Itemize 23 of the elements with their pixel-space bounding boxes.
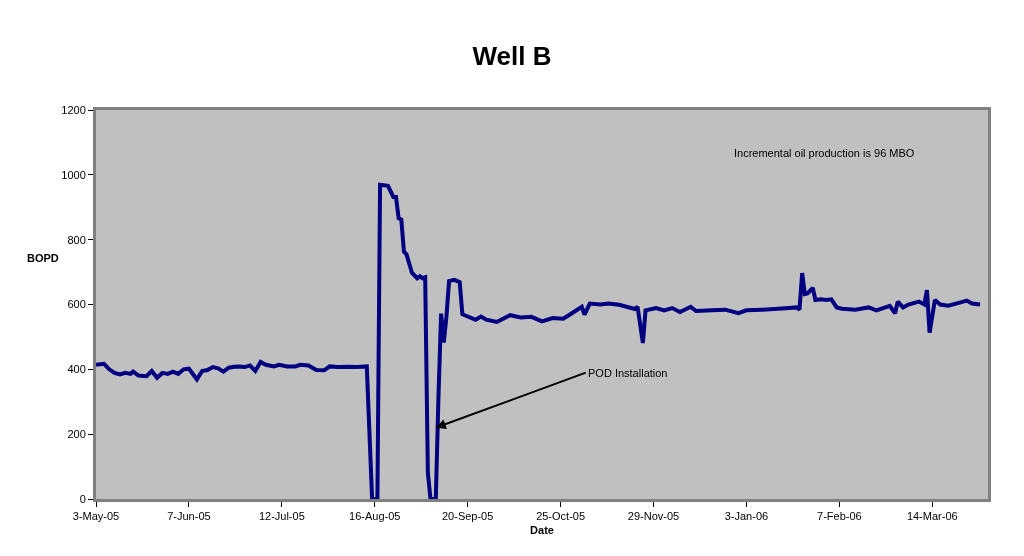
y-tick-label: 600 [67, 298, 86, 311]
y-tick-label: 400 [67, 363, 86, 376]
chart-title: Well B [472, 40, 552, 71]
y-tick-label: 1000 [61, 168, 86, 181]
y-tick-label: 1200 [61, 103, 86, 116]
x-axis-title: Date [530, 524, 554, 537]
y-axis-title: BOPD [27, 252, 59, 264]
annotation: Incremental oil production is 96 MBO [734, 147, 915, 159]
x-tick-label: 12-Jul-05 [258, 510, 305, 523]
y-tick-label: 800 [67, 233, 86, 246]
x-tick-label: 16-Aug-05 [349, 510, 401, 523]
x-tick-label: 20-Sep-05 [441, 510, 494, 523]
x-tick-label: 3-May-05 [72, 510, 120, 523]
x-tick-label: 7-Jun-05 [167, 510, 211, 523]
x-tick-label: 3-Jan-06 [724, 510, 769, 523]
y-tick-label: 0 [79, 492, 86, 505]
y-tick-label: 200 [67, 428, 86, 441]
x-tick-label: 29-Nov-05 [627, 510, 680, 523]
x-tick-label: 7-Feb-06 [817, 510, 862, 523]
line-series [96, 182, 983, 499]
annotation: POD Installation [588, 367, 668, 379]
x-tick-label: 25-Oct-05 [536, 510, 586, 523]
x-tick-label: 14-Mar-06 [906, 510, 958, 523]
